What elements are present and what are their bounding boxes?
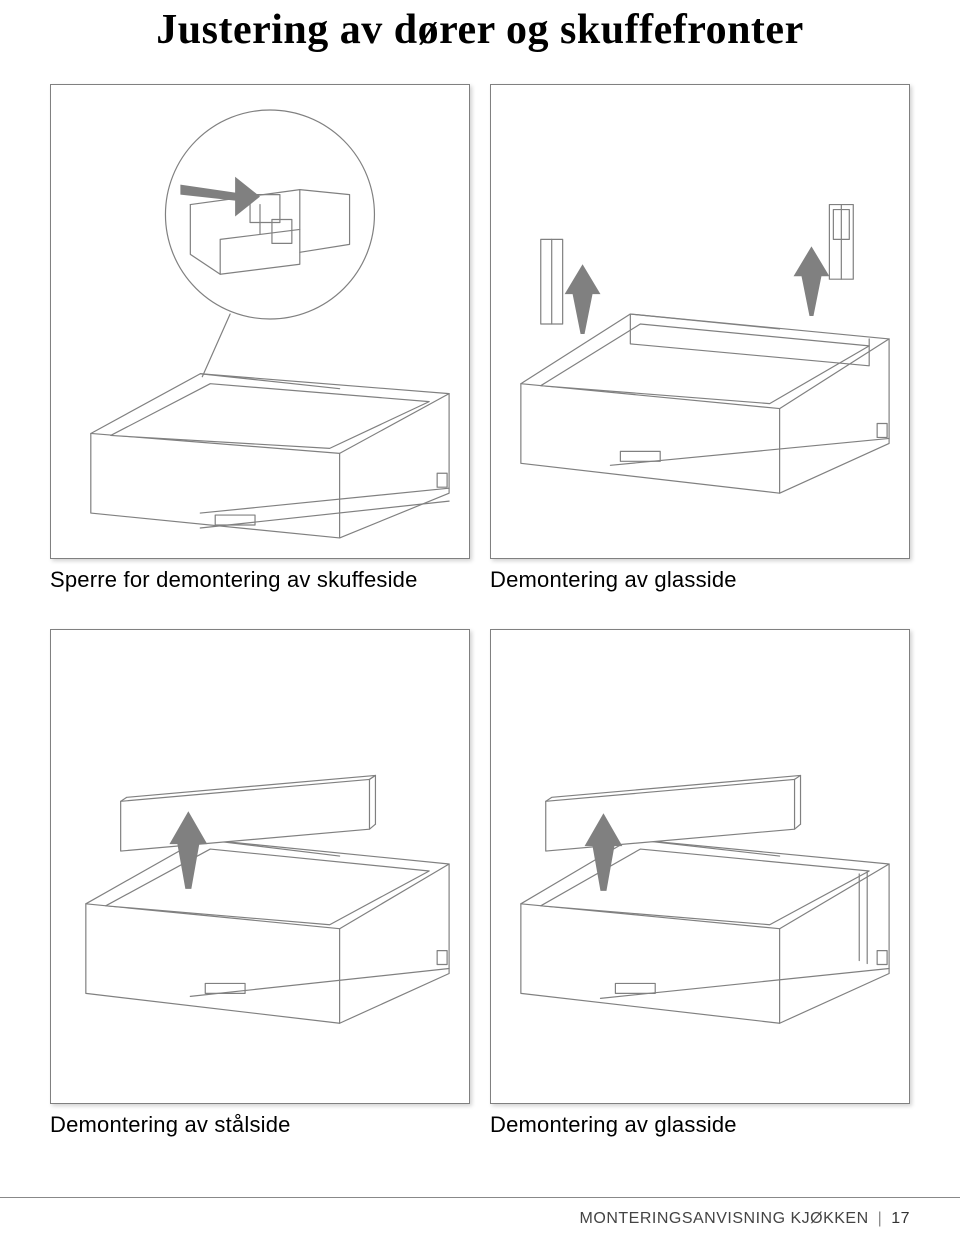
caption-3: Demontering av stålside: [50, 1112, 470, 1138]
footer-separator: |: [878, 1210, 883, 1227]
panel-3: Demontering av stålside: [50, 629, 470, 1138]
diagram-panel-1: [50, 84, 470, 559]
drawer-lock-diagram-icon: [51, 85, 469, 558]
panel-2: Demontering av glasside: [490, 84, 910, 593]
steel-side-remove-diagram-icon: [51, 630, 469, 1103]
panel-1: Sperre for demontering av skuffeside: [50, 84, 470, 593]
page: Justering av dører og skuffefronter: [0, 0, 960, 1242]
panel-4: Demontering av glasside: [490, 629, 910, 1138]
footer-label: MONTERINGSANVISNING KJØKKEN: [580, 1210, 869, 1227]
caption-4: Demontering av glasside: [490, 1112, 910, 1138]
glass-side-remove-diagram-icon: [491, 85, 909, 558]
diagram-panel-3: [50, 629, 470, 1104]
footer-rule: [0, 1197, 960, 1198]
caption-2: Demontering av glasside: [490, 567, 910, 593]
panel-grid: Sperre for demontering av skuffeside: [50, 84, 910, 1138]
diagram-panel-4: [490, 629, 910, 1104]
diagram-panel-2: [490, 84, 910, 559]
footer-page-number: 17: [891, 1210, 910, 1227]
page-title: Justering av dører og skuffefronter: [50, 0, 910, 84]
caption-1: Sperre for demontering av skuffeside: [50, 567, 470, 593]
footer: MONTERINGSANVISNING KJØKKEN | 17: [580, 1210, 910, 1228]
glass-side-remove-2-diagram-icon: [491, 630, 909, 1103]
